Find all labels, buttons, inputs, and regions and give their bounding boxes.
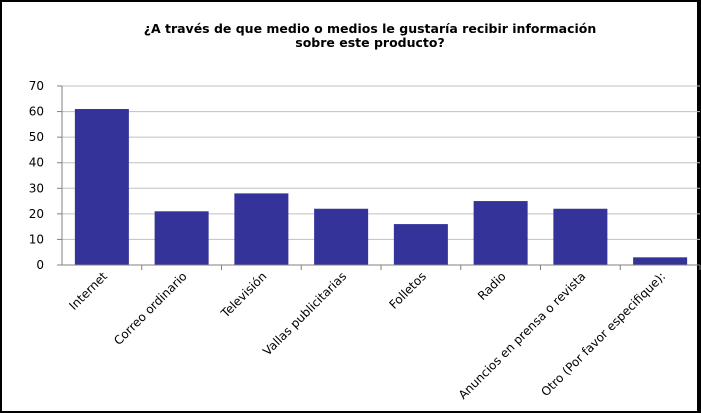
bar-1 xyxy=(74,109,129,265)
y-tick-label: 30 xyxy=(29,181,44,195)
x-category-label: Radio xyxy=(475,269,509,303)
y-tick-labels: 0 10 20 30 40 50 60 70 xyxy=(29,79,44,272)
bar-6 xyxy=(473,201,528,265)
bar-7 xyxy=(553,208,608,265)
bars xyxy=(74,109,688,265)
x-category-label: Folletos xyxy=(386,269,429,312)
x-category-label: Internet xyxy=(66,269,110,313)
y-tick-label: 40 xyxy=(29,156,44,170)
y-tick-label: 0 xyxy=(36,258,44,272)
x-category-label: Vallas publicitarias xyxy=(260,269,349,358)
x-category-label: Televisión xyxy=(218,269,270,321)
y-tick-label: 60 xyxy=(29,105,44,119)
y-tick-label: 70 xyxy=(29,79,44,93)
bar-2 xyxy=(154,211,209,265)
bar-4 xyxy=(314,208,369,265)
x-category-labels: Internet Correo ordinario TelevisiónVallas… xyxy=(66,269,668,402)
x-category-label: Anuncios en prensa o revista xyxy=(456,269,589,402)
y-tick-label: 50 xyxy=(29,130,44,144)
y-tick-label: 10 xyxy=(29,232,44,246)
axes xyxy=(57,85,701,270)
bar-3 xyxy=(234,193,289,265)
bar-8 xyxy=(633,257,688,265)
chart-title: ¿A través de que medio o medios le gusta… xyxy=(143,21,597,50)
y-tick-label: 20 xyxy=(29,207,44,221)
x-category-label: Correo ordinario xyxy=(111,269,190,348)
bar-5 xyxy=(393,224,448,265)
